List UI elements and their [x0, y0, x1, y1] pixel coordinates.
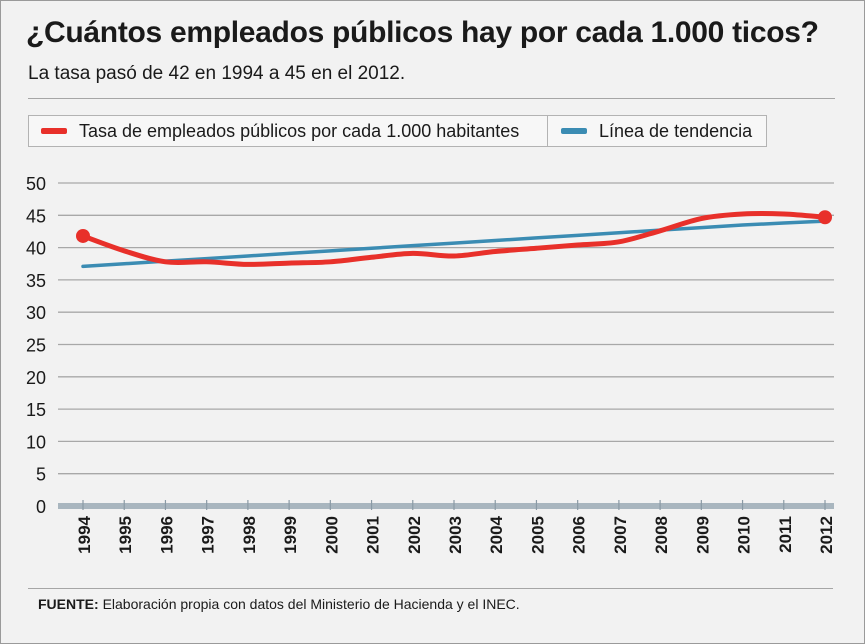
- y-tick-label: 30: [26, 303, 46, 323]
- trend-line: [81, 219, 827, 269]
- x-axis-baseline: [58, 503, 834, 509]
- x-tick-label: 2012: [817, 516, 836, 554]
- legend-item-trend: Línea de tendencia: [561, 116, 752, 146]
- y-tick-label: 5: [36, 465, 46, 485]
- x-tick-label: 2011: [776, 516, 795, 553]
- y-tick-label: 15: [26, 400, 46, 420]
- y-tick-label: 45: [26, 206, 46, 226]
- legend-swatch-trend: [561, 128, 587, 134]
- legend-label-trend: Línea de tendencia: [599, 120, 753, 141]
- rate-line: [80, 211, 828, 267]
- x-tick-label: 2000: [322, 516, 341, 554]
- footer-divider: [28, 588, 833, 589]
- y-tick-label: 20: [26, 368, 46, 388]
- x-tick-label: 1999: [281, 516, 300, 554]
- source-note: FUENTE: Elaboración propia con datos del…: [38, 596, 520, 612]
- x-tick-label: 2003: [446, 516, 465, 554]
- chart-title: ¿Cuántos empleados públicos hay por cada…: [26, 16, 819, 49]
- chart-legend: Tasa de empleados públicos por cada 1.00…: [28, 115, 767, 147]
- x-tick-label: 2006: [570, 516, 589, 554]
- y-tick-label: 0: [36, 497, 46, 517]
- x-tick-label: 2009: [693, 516, 712, 554]
- rate-marker-2012: [818, 210, 832, 225]
- x-tick-label: 2007: [611, 516, 630, 554]
- y-tick-label: 25: [26, 336, 46, 356]
- legend-item-rate: Tasa de empleados públicos por cada 1.00…: [41, 116, 519, 146]
- rate-marker-1994: [76, 228, 90, 243]
- x-tick-label: 1997: [199, 516, 218, 554]
- x-tick-label: 2010: [735, 516, 754, 554]
- y-tick-label: 10: [26, 432, 46, 452]
- y-tick-label: 50: [26, 174, 46, 194]
- legend-swatch-rate: [41, 128, 67, 134]
- legend-label-rate: Tasa de empleados públicos por cada 1.00…: [79, 120, 520, 141]
- x-tick-label: 2008: [652, 516, 671, 554]
- x-tick-label: 1994: [75, 515, 94, 553]
- y-tick-label: 40: [26, 239, 46, 259]
- chart-subtitle: La tasa pasó de 42 en 1994 a 45 en el 20…: [28, 63, 406, 84]
- source-text: Elaboración propia con datos del Ministe…: [102, 596, 520, 612]
- x-tick-label: 1998: [240, 516, 259, 554]
- x-tick-label: 2002: [405, 516, 424, 554]
- x-tick-label: 2004: [487, 515, 506, 553]
- source-label: FUENTE:: [38, 596, 99, 612]
- y-tick-label: 35: [26, 271, 46, 291]
- x-tick-label: 2005: [528, 516, 547, 554]
- x-tick-label: 2001: [364, 516, 383, 554]
- header-divider: [28, 98, 835, 99]
- x-tick-label: 1996: [157, 516, 176, 554]
- legend-separator: [547, 116, 548, 146]
- x-tick-label: 1995: [116, 516, 135, 554]
